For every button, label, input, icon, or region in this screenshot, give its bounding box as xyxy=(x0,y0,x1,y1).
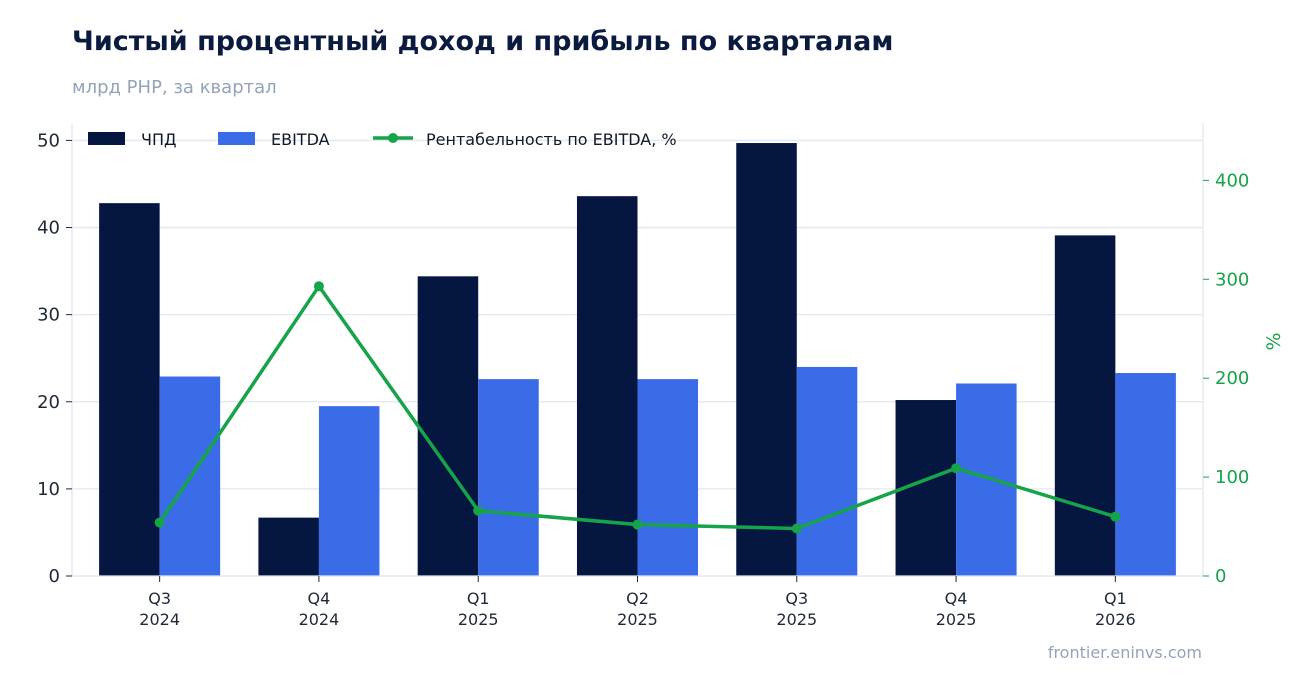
y-left-tick-label: 50 xyxy=(37,130,60,151)
bar-npd xyxy=(258,517,319,576)
y-right-tick-label: 200 xyxy=(1215,368,1249,389)
bars xyxy=(99,143,1176,576)
margin-point xyxy=(154,517,165,528)
bar-npd xyxy=(576,196,638,576)
legend-swatch-ebitda xyxy=(218,132,255,145)
x-tick-label-quarter: Q3 xyxy=(148,589,171,608)
legend-label-margin: Рентабельность по EBITDA, % xyxy=(426,130,677,149)
legend-label-npd: ЧПД xyxy=(141,130,177,149)
legend-swatch-margin-marker xyxy=(388,133,398,143)
y-right-tick-label: 100 xyxy=(1215,467,1249,488)
bar-ebitda xyxy=(956,383,1017,576)
y-left-tick-label: 30 xyxy=(37,305,60,326)
bar-npd xyxy=(1054,235,1116,576)
chart-title: Чистый процентный доход и прибыль по ква… xyxy=(72,26,894,57)
x-tick-label-year: 2025 xyxy=(617,610,658,629)
x-tick-label-quarter: Q4 xyxy=(308,589,331,608)
margin-point xyxy=(1110,511,1121,522)
axes: 0 10 20 30 40 50 0 100 200 300 400% Q3 2024 Q4 2024 Q1 2… xyxy=(37,123,1285,629)
legend-swatch-npd xyxy=(88,132,125,145)
x-tick-label-year: 2024 xyxy=(299,610,340,629)
legend-label-ebitda: EBITDA xyxy=(271,130,330,149)
y-right-tick-label: 400 xyxy=(1215,170,1249,191)
x-tick-label-year: 2025 xyxy=(936,610,977,629)
x-tick-label-quarter: Q4 xyxy=(945,589,968,608)
x-tick-label-quarter: Q3 xyxy=(785,589,808,608)
x-tick-label-quarter: Q1 xyxy=(467,589,490,608)
source-note: frontier.eninvs.com xyxy=(1047,643,1202,662)
bar-ebitda xyxy=(318,406,380,576)
bar-ebitda xyxy=(478,379,539,576)
bar-ebitda xyxy=(1115,373,1176,576)
y-right-axis-label: % xyxy=(1263,332,1285,350)
x-tick-label-year: 2025 xyxy=(776,610,817,629)
margin-point xyxy=(473,505,484,516)
bar-ebitda xyxy=(796,366,858,576)
x-tick-label-year: 2024 xyxy=(139,610,180,629)
margin-line xyxy=(154,281,1121,534)
x-tick-label-quarter: Q1 xyxy=(1104,589,1127,608)
x-tick-label-year: 2025 xyxy=(458,610,499,629)
margin-point xyxy=(951,463,962,474)
y-left-tick-label: 10 xyxy=(37,479,60,500)
legend: ЧПД EBITDA Рентабельность по EBITDA, % xyxy=(88,130,677,149)
bar-npd xyxy=(99,203,160,576)
y-left-tick-label: 0 xyxy=(49,566,60,587)
bar-npd xyxy=(417,276,479,576)
bar-ebitda xyxy=(637,379,699,576)
y-right-tick-label: 0 xyxy=(1215,566,1226,587)
y-right-tick-label: 300 xyxy=(1215,269,1249,290)
x-tick-label-quarter: Q2 xyxy=(626,589,649,608)
bar-npd xyxy=(736,143,797,576)
y-left-tick-label: 20 xyxy=(37,392,60,413)
margin-point xyxy=(791,523,802,534)
chart-subtitle: млрд РНР, за квартал xyxy=(72,77,277,98)
margin-point xyxy=(313,281,324,292)
x-tick-label-year: 2026 xyxy=(1095,610,1136,629)
margin-point xyxy=(632,519,643,530)
y-left-tick-label: 40 xyxy=(37,218,60,239)
